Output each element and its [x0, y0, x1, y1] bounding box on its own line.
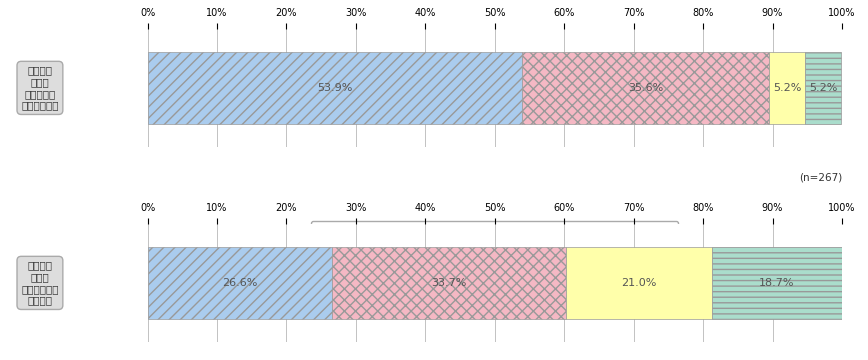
Text: 避難所に
おける
携帯電話の
利用可否状況: 避難所に おける 携帯電話の 利用可否状況 — [21, 66, 59, 110]
Bar — [712, 247, 842, 319]
Text: 53.9%: 53.9% — [317, 83, 352, 93]
Text: 33.7%: 33.7% — [431, 278, 467, 288]
Bar — [566, 247, 712, 319]
Text: 5.2%: 5.2% — [809, 83, 838, 93]
Bar — [332, 247, 566, 319]
Text: 35.6%: 35.6% — [628, 83, 663, 93]
Text: 18.7%: 18.7% — [760, 278, 795, 288]
Bar — [806, 52, 841, 124]
Legend: すぐに利用できた, 時間がかかったが利用できた, 利用できなかった, 通信サービスを利用しなかった: すぐに利用できた, 時間がかかったが利用できた, 利用できなかった, 通信サービ… — [311, 221, 679, 239]
Bar — [148, 247, 332, 319]
Bar — [148, 52, 522, 124]
Text: 避難所に
おける
携帯電話等の
充電状況: 避難所に おける 携帯電話等の 充電状況 — [21, 261, 59, 305]
Text: 5.2%: 5.2% — [773, 83, 801, 93]
Text: 26.6%: 26.6% — [222, 278, 258, 288]
Bar — [522, 52, 769, 124]
Text: (n=267): (n=267) — [799, 172, 842, 183]
Bar — [769, 52, 806, 124]
Text: 21.0%: 21.0% — [621, 278, 657, 288]
